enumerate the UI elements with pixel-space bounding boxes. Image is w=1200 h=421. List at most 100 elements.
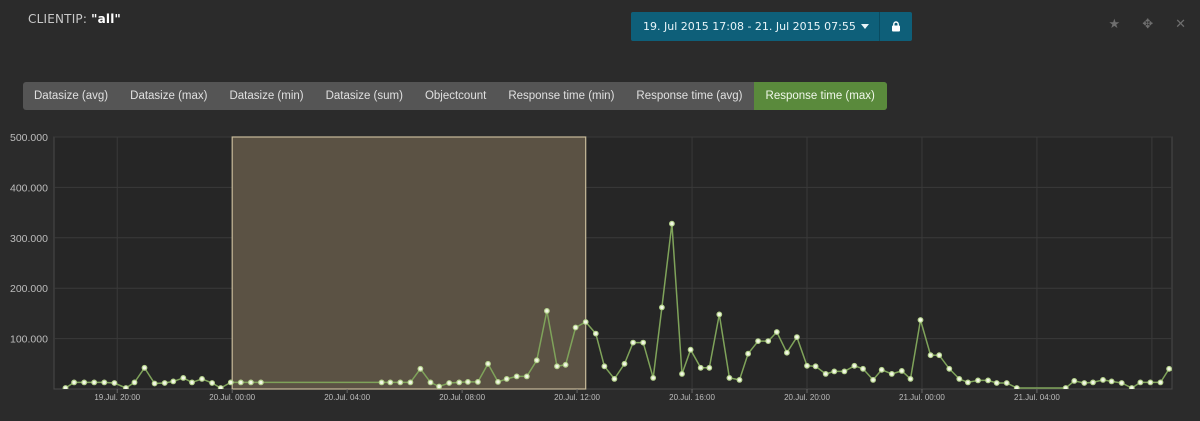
data-point[interactable] xyxy=(898,367,905,374)
data-point[interactable] xyxy=(706,364,713,371)
data-point[interactable] xyxy=(812,363,819,370)
data-point[interactable] xyxy=(436,383,442,389)
date-range-button[interactable]: 19. Jul 2015 17:08 - 21. Jul 2015 07:55 xyxy=(631,12,880,41)
data-point[interactable] xyxy=(822,370,829,377)
data-point[interactable] xyxy=(804,362,810,369)
data-point[interactable] xyxy=(1128,385,1135,391)
data-point[interactable] xyxy=(659,304,665,311)
data-point[interactable] xyxy=(773,329,780,335)
data-point[interactable] xyxy=(831,368,838,375)
data-point[interactable] xyxy=(258,379,264,386)
star-icon[interactable]: ★ xyxy=(1108,17,1121,32)
data-point[interactable] xyxy=(936,352,943,359)
data-point[interactable] xyxy=(1137,379,1144,386)
data-point[interactable] xyxy=(1157,379,1164,386)
data-point[interactable] xyxy=(745,350,751,357)
data-point[interactable] xyxy=(860,365,866,372)
move-icon[interactable]: ✥ xyxy=(1142,17,1154,32)
data-point[interactable] xyxy=(1196,383,1200,388)
data-point[interactable] xyxy=(199,375,205,382)
data-point[interactable] xyxy=(544,307,550,314)
data-point[interactable] xyxy=(180,374,187,381)
tab-objectcount[interactable]: Objectcount xyxy=(424,90,487,102)
tab-response-time-avg[interactable]: Response time (avg) xyxy=(636,90,743,102)
data-point[interactable] xyxy=(407,379,414,386)
data-point[interactable] xyxy=(554,363,560,370)
data-point[interactable] xyxy=(427,379,434,386)
data-point[interactable] xyxy=(562,361,569,368)
data-point[interactable] xyxy=(621,360,628,367)
data-point[interactable] xyxy=(81,379,88,386)
data-point[interactable] xyxy=(247,379,254,386)
data-point[interactable] xyxy=(513,373,520,380)
data-point[interactable] xyxy=(993,380,1000,386)
data-point[interactable] xyxy=(227,379,234,386)
response-time-chart[interactable]: 100.000 200.000 300.000 400.000 500.000 19.Ju… xyxy=(0,125,1200,421)
data-point[interactable] xyxy=(794,334,800,341)
data-point[interactable] xyxy=(946,365,953,372)
tab-response-time-min[interactable]: Response time (min) xyxy=(508,90,615,102)
data-point[interactable] xyxy=(1177,372,1182,377)
data-point[interactable] xyxy=(669,220,675,227)
data-point[interactable] xyxy=(572,324,579,331)
data-point[interactable] xyxy=(716,311,723,318)
data-point[interactable] xyxy=(726,374,733,381)
tab-datasize-max[interactable]: Datasize (max) xyxy=(130,90,208,102)
data-point[interactable] xyxy=(697,364,704,371)
data-point[interactable] xyxy=(397,379,404,386)
data-point[interactable] xyxy=(378,379,385,386)
data-point[interactable] xyxy=(1081,380,1088,386)
data-point[interactable] xyxy=(161,380,168,386)
data-point[interactable] xyxy=(1062,385,1069,391)
data-point[interactable] xyxy=(592,330,599,337)
data-point[interactable] xyxy=(841,368,848,375)
data-point[interactable] xyxy=(456,379,463,386)
data-point[interactable] xyxy=(91,379,98,386)
data-point[interactable] xyxy=(465,378,471,385)
close-icon[interactable]: ✕ xyxy=(1175,17,1186,32)
data-point[interactable] xyxy=(141,364,148,371)
data-point[interactable] xyxy=(111,380,118,386)
data-point[interactable] xyxy=(1166,365,1172,372)
tab-datasize-avg[interactable]: Datasize (avg) xyxy=(34,90,109,102)
data-point[interactable] xyxy=(62,385,69,391)
data-point[interactable] xyxy=(965,379,971,386)
data-point[interactable] xyxy=(582,319,589,325)
data-point[interactable] xyxy=(917,317,924,323)
data-point[interactable] xyxy=(927,352,934,359)
data-point[interactable] xyxy=(1100,376,1106,383)
data-point[interactable] xyxy=(755,338,761,345)
data-point[interactable] xyxy=(888,370,895,377)
data-point[interactable] xyxy=(503,375,510,382)
data-point[interactable] xyxy=(495,378,501,385)
data-point[interactable] xyxy=(237,379,244,386)
lock-button[interactable] xyxy=(879,12,912,41)
data-point[interactable] xyxy=(217,385,224,391)
tab-datasize-min[interactable]: Datasize (min) xyxy=(229,90,304,102)
data-point[interactable] xyxy=(475,378,481,385)
data-point[interactable] xyxy=(784,349,790,356)
data-point[interactable] xyxy=(687,346,694,353)
data-point[interactable] xyxy=(630,339,636,346)
data-point[interactable] xyxy=(533,357,540,364)
tab-datasize-sum[interactable]: Datasize (sum) xyxy=(325,90,403,102)
data-point[interactable] xyxy=(189,379,195,386)
data-point[interactable] xyxy=(975,377,981,384)
data-point[interactable] xyxy=(765,338,772,345)
data-point[interactable] xyxy=(878,366,885,373)
data-point[interactable] xyxy=(387,379,394,386)
tab-response-time-max[interactable]: Response time (max) xyxy=(753,82,887,110)
data-point[interactable] xyxy=(956,375,963,382)
data-point[interactable] xyxy=(123,385,129,391)
data-point[interactable] xyxy=(1187,380,1192,385)
data-point[interactable] xyxy=(679,370,685,377)
data-point[interactable] xyxy=(640,339,647,346)
data-point[interactable] xyxy=(417,365,424,372)
data-point[interactable] xyxy=(851,362,858,369)
data-point[interactable] xyxy=(1108,378,1115,385)
data-point[interactable] xyxy=(485,360,491,367)
date-range-picker[interactable]: 19. Jul 2015 17:08 - 21. Jul 2015 07:55 xyxy=(631,12,912,41)
data-point[interactable] xyxy=(101,379,108,386)
data-point[interactable] xyxy=(131,379,138,386)
data-point[interactable] xyxy=(611,375,618,382)
